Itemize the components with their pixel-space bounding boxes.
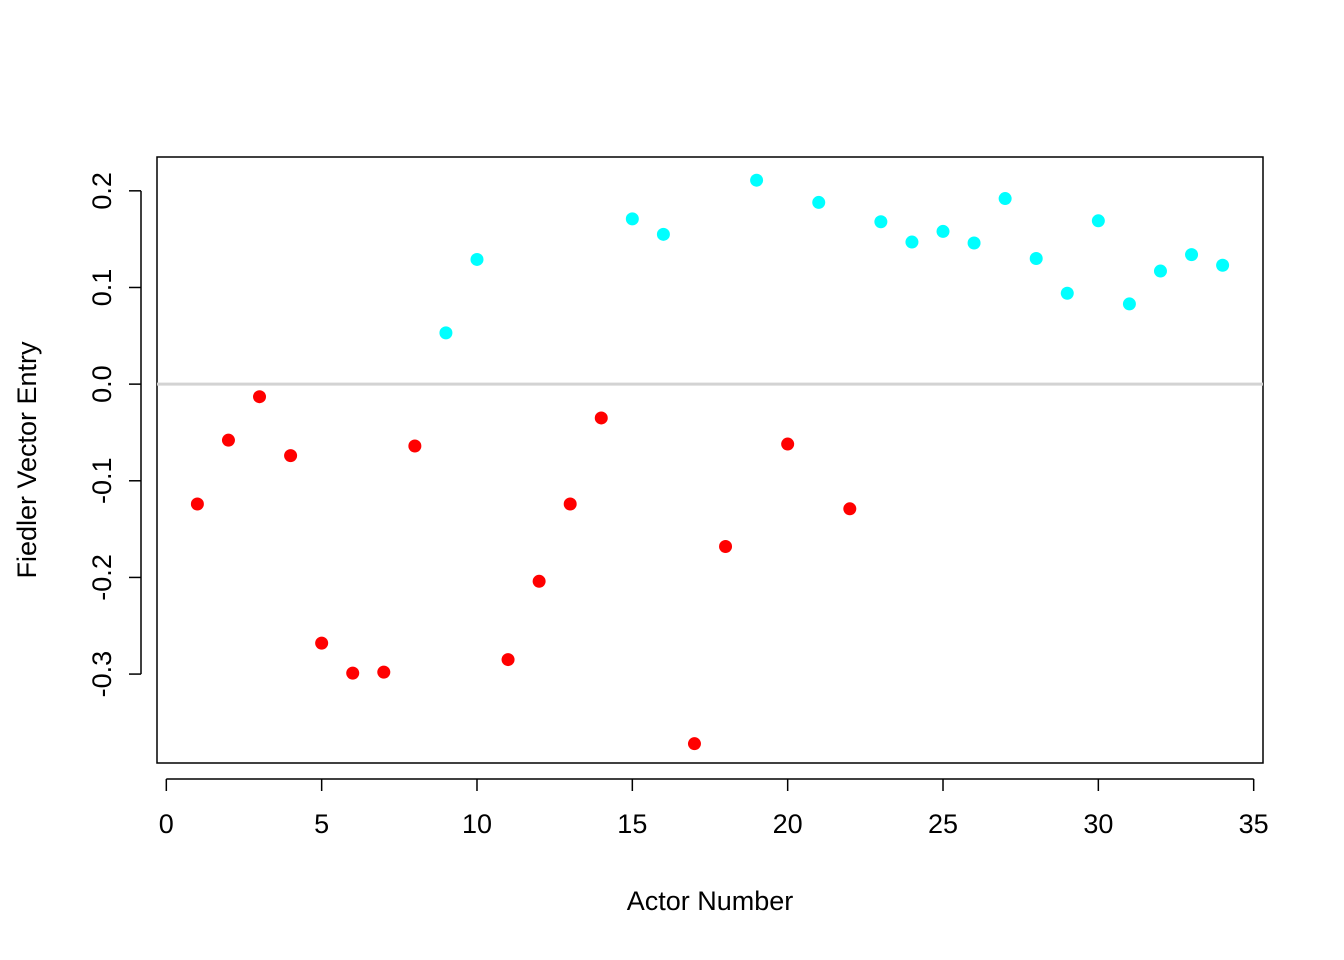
data-point: [501, 653, 515, 667]
data-point: [284, 449, 298, 463]
y-tick-label: -0.3: [87, 651, 117, 698]
x-axis-title: Actor Number: [627, 886, 794, 916]
x-tick-label: 15: [617, 809, 647, 839]
data-point: [874, 215, 888, 229]
data-point: [936, 224, 950, 238]
x-tick-label: 5: [314, 809, 329, 839]
y-axis-title: Fiedler Vector Entry: [12, 341, 42, 579]
data-point: [315, 636, 329, 650]
data-point: [594, 411, 608, 425]
data-point: [563, 497, 577, 511]
data-point: [1153, 264, 1167, 278]
y-tick-label: 0.1: [87, 269, 117, 307]
data-point: [1060, 286, 1074, 300]
data-point: [346, 666, 360, 680]
data-point: [221, 433, 235, 447]
data-point: [625, 212, 639, 226]
data-point: [967, 236, 981, 250]
data-point: [1122, 297, 1136, 311]
data-point: [253, 390, 267, 404]
data-point: [377, 665, 391, 679]
data-point: [687, 737, 701, 751]
x-tick-label: 10: [462, 809, 492, 839]
data-points: [190, 173, 1230, 751]
data-point: [439, 326, 453, 340]
data-point: [408, 439, 422, 453]
y-tick-label: 0.2: [87, 172, 117, 210]
y-tick-label: -0.1: [87, 458, 117, 505]
data-point: [532, 574, 546, 588]
y-tick-label: -0.2: [87, 554, 117, 601]
data-point: [750, 173, 764, 187]
x-tick-label: 0: [159, 809, 174, 839]
data-point: [812, 195, 826, 209]
data-point: [843, 502, 857, 516]
data-point: [905, 235, 919, 249]
x-tick-label: 20: [773, 809, 803, 839]
data-point: [1091, 214, 1105, 228]
x-tick-label: 35: [1239, 809, 1269, 839]
x-tick-label: 30: [1083, 809, 1113, 839]
data-point: [1216, 258, 1230, 272]
plot-frame: [156, 156, 1264, 764]
data-point: [656, 227, 670, 241]
data-point: [470, 252, 484, 266]
y-axis: -0.3 -0.2 -0.1 0.0 0.1 0.2: [87, 172, 142, 698]
data-point: [1185, 248, 1199, 262]
y-tick-label: 0.0: [87, 365, 117, 403]
x-axis: 0 5 10 15 20 25 30 35: [159, 778, 1269, 839]
x-tick-label: 25: [928, 809, 958, 839]
data-point: [1029, 251, 1043, 265]
data-point: [190, 497, 204, 511]
data-point: [719, 540, 733, 554]
data-point: [998, 192, 1012, 206]
data-point: [781, 437, 795, 451]
